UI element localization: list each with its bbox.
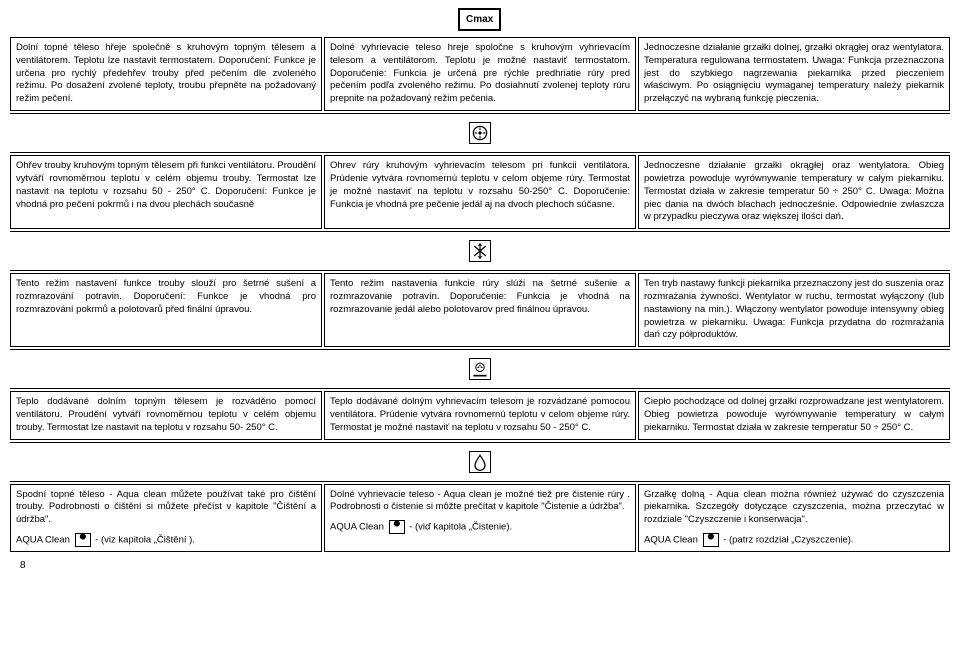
cell-r4-sk: Teplo dodávané dolným vyhrievacím teleso… [324, 391, 636, 439]
aqua-inline-icon [389, 520, 405, 534]
cell-r1-pl: Jednoczesne działanie grzałki dolnej, gr… [638, 37, 950, 111]
function-table: Dolní topné těleso hřeje společně s kruh… [8, 35, 952, 554]
cell-r5-pl: Grzałkę dolną - Aqua clean można również… [638, 484, 950, 553]
cell-r1-sk: Dolné vyhrievacie teleso hreje spoločne … [324, 37, 636, 111]
aqua-inline-icon [75, 533, 91, 547]
icon-row-fan-heat [10, 113, 950, 153]
aqua-label-sk: AQUA Clean [330, 522, 384, 533]
icon-row-bottom-fan [10, 349, 950, 389]
r5-sk-text: Dolné vyhrievacie teleso - Aqua clean je… [330, 489, 630, 513]
cell-r3-sk: Tento režim nastavenia funkcie rúry slúž… [324, 273, 636, 347]
cmax-label: Cmax [458, 8, 501, 31]
aqua-suffix-sk: - (viď kapitola „Čistenie). [409, 522, 512, 533]
aqua-label-cz: AQUA Clean [16, 535, 70, 546]
cell-r5-cz: Spodní topné těleso - Aqua clean můžete … [10, 484, 322, 553]
cell-r5-sk: Dolné vyhrievacie teleso - Aqua clean je… [324, 484, 636, 553]
cell-r1-cz: Dolní topné těleso hřeje společně s kruh… [10, 37, 322, 111]
r5-pl-text: Grzałkę dolną - Aqua clean można również… [644, 489, 944, 526]
r5-cz-text: Spodní topné těleso - Aqua clean můžete … [16, 489, 316, 526]
aqua-label-pl: AQUA Clean [644, 535, 698, 546]
aqua-inline-icon [703, 533, 719, 547]
page-number: 8 [20, 560, 952, 571]
cell-r2-cz: Ohřev trouby kruhovým topným tělesem při… [10, 155, 322, 229]
cell-r4-cz: Teplo dodávané dolním topným tělesem je … [10, 391, 322, 439]
icon-row-aqua [10, 442, 950, 482]
fan-heat-icon [469, 122, 491, 144]
cell-r2-sk: Ohrev rúry kruhovým vyhrievacím telesom … [324, 155, 636, 229]
cell-r3-cz: Tento režim nastavení funkce trouby slou… [10, 273, 322, 347]
defrost-icon [469, 240, 491, 262]
cell-r3-pl: Ten tryb nastawy funkcji piekarnika prze… [638, 273, 950, 347]
icon-row-defrost [10, 231, 950, 271]
cell-r2-pl: Jednoczesne działanie grzałki okrągłej o… [638, 155, 950, 229]
cell-r4-pl: Ciepło pochodzące od dolnej grzałki rozp… [638, 391, 950, 439]
bottom-fan-icon [469, 358, 491, 380]
aqua-suffix-pl: - (patrz rozdział „Czyszczenie). [723, 535, 853, 546]
aqua-suffix-cz: - (viz kapitola „Čištění ). [95, 535, 195, 546]
aqua-clean-icon [469, 451, 491, 473]
